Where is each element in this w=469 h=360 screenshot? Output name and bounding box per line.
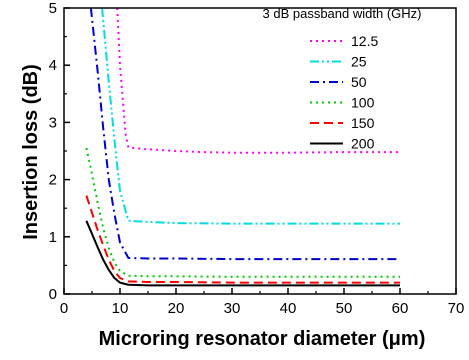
axes-layer: 0 10 20 30 40 50 60 70 0 1 2 3 4 5 — [49, 0, 465, 317]
series-line-12-5 — [116, 8, 400, 154]
x-tick-label: 10 — [112, 300, 129, 317]
legend-label: 150 — [351, 115, 375, 131]
legend-label: 50 — [351, 74, 367, 90]
y-tick-label: 1 — [49, 229, 57, 246]
legend-label: 100 — [351, 95, 375, 111]
series-line-200 — [85, 220, 400, 287]
legend-title: 3 dB passband width (GHz) — [263, 6, 422, 21]
x-tick-label: 30 — [224, 300, 241, 317]
y-tick-label: 4 — [49, 57, 57, 74]
x-tick-label: 0 — [60, 300, 68, 317]
series-line-100 — [85, 147, 400, 278]
y-tick-label: 5 — [49, 0, 57, 17]
y-tick-label: 0 — [49, 286, 57, 303]
series-line-25 — [101, 8, 400, 225]
legend-label: 12.5 — [351, 33, 378, 49]
plot-frame — [63, 7, 457, 295]
y-tick-label: 2 — [49, 172, 57, 189]
y-axis-title: Insertion loss (dB) — [20, 64, 42, 240]
series-line-50 — [89, 8, 400, 261]
x-axis-title: Microring resonator diameter (μm) — [99, 328, 426, 350]
legend-label: 200 — [351, 136, 375, 152]
x-tick-label: 20 — [168, 300, 185, 317]
x-tick-label: 50 — [336, 300, 353, 317]
x-tick-label: 40 — [280, 300, 297, 317]
y-tick-label: 3 — [49, 114, 57, 131]
x-tick-label: 70 — [448, 300, 465, 317]
series-line-150 — [85, 195, 400, 284]
series-layer — [85, 8, 400, 287]
x-tick-label: 60 — [392, 300, 409, 317]
legend-label: 25 — [351, 54, 367, 70]
legend: 3 dB passband width (GHz) 12.5 25 50 100 150 2… — [263, 6, 422, 152]
